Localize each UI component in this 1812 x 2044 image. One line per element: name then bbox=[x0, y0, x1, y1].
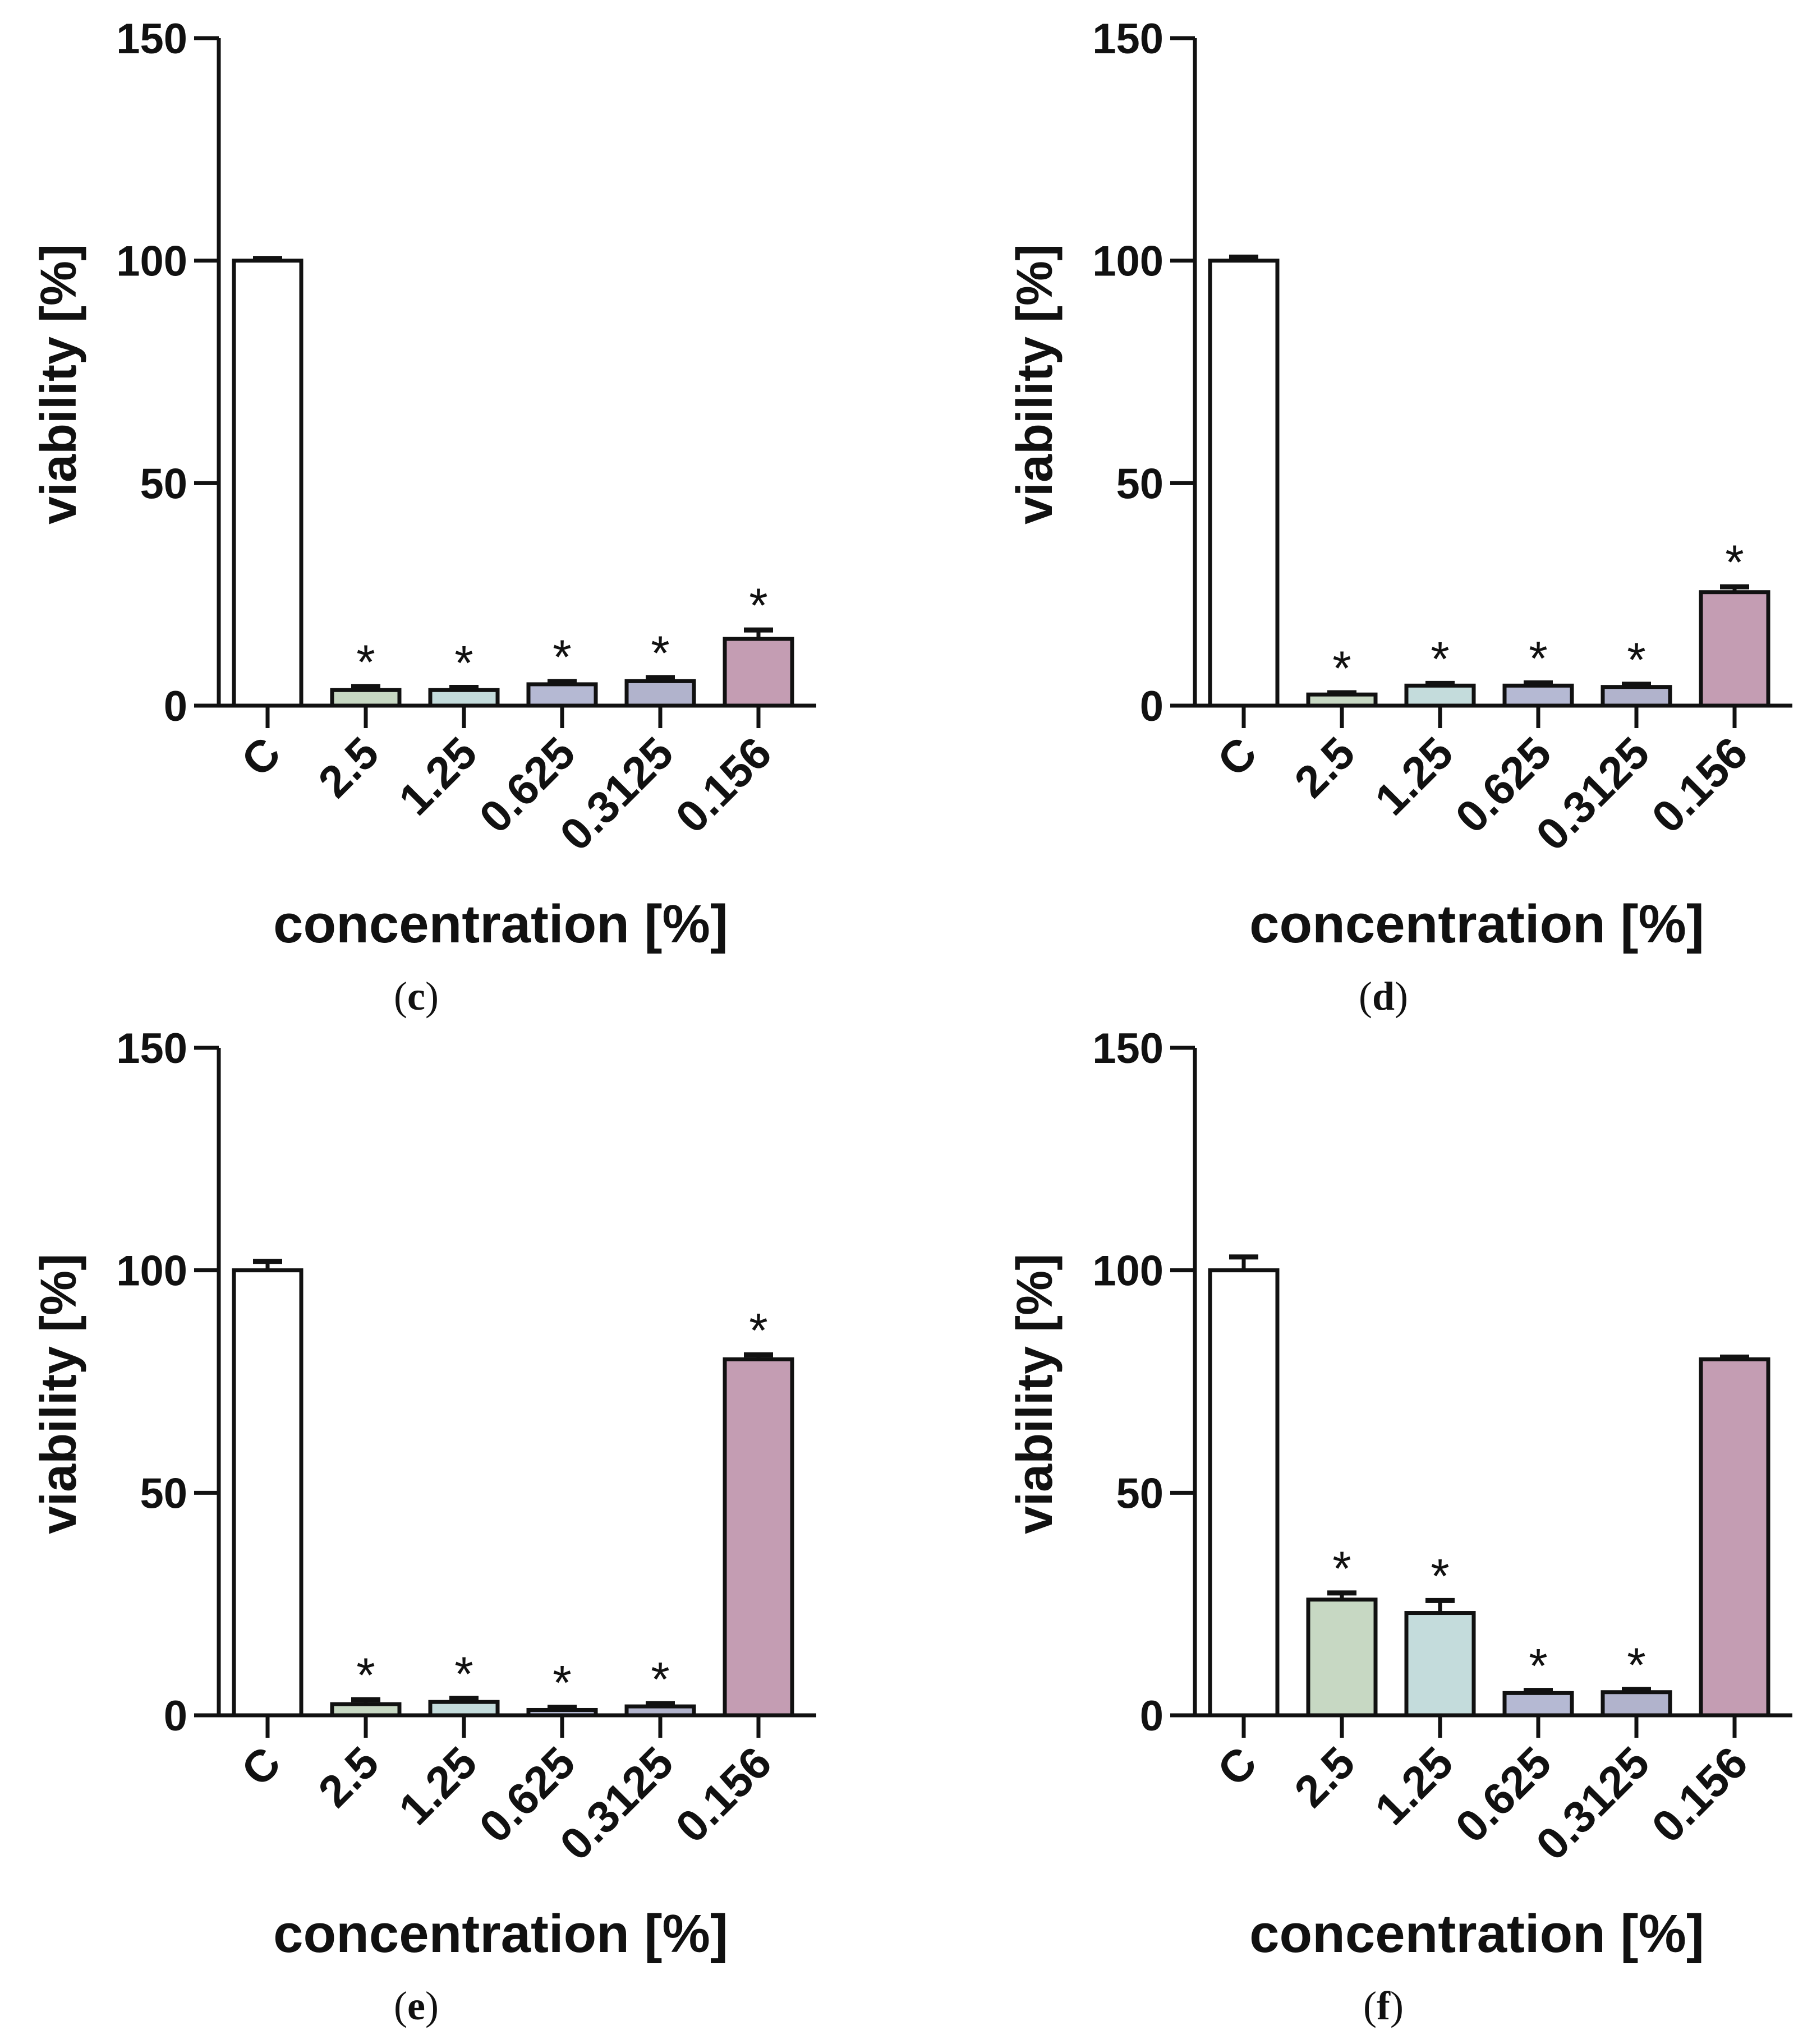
y-axis-title: viability [%] bbox=[31, 244, 87, 524]
y-tick-label: 150 bbox=[116, 1025, 187, 1072]
significance-star: * bbox=[1332, 1542, 1351, 1596]
x-tick-label: 2.5 bbox=[309, 728, 388, 807]
x-tick-label: 1.25 bbox=[1365, 728, 1463, 825]
significance-star: * bbox=[1332, 642, 1351, 696]
y-tick-label: 0 bbox=[1140, 683, 1163, 730]
y-tick-label: 0 bbox=[1140, 1692, 1163, 1740]
significance-star: * bbox=[1431, 632, 1449, 686]
significance-star: * bbox=[1725, 536, 1744, 590]
chart-panel-e: 0 50 100 150 viability [%] C * 2.5 * 1.25 * 0.625 * 0… bbox=[0, 1010, 976, 2031]
significance-star: * bbox=[454, 1647, 473, 1701]
x-tick-label: 2.5 bbox=[309, 1737, 388, 1817]
significance-star: * bbox=[1529, 1640, 1547, 1693]
x-tick-label: 0.156 bbox=[1643, 1737, 1757, 1852]
x-tick-label: 0.3125 bbox=[550, 1737, 683, 1870]
x-axis-title: concentration [%] bbox=[1249, 894, 1704, 954]
significance-star: * bbox=[651, 1652, 669, 1706]
x-tick-label: 0.156 bbox=[1643, 728, 1757, 842]
panel-label-c: (c) bbox=[394, 974, 439, 1019]
chart-panel-c: 0 50 100 150 viability [%] C * 2.5 * 1.25 * 0.625 * 0… bbox=[0, 0, 976, 1021]
y-tick-label: 50 bbox=[140, 460, 187, 508]
bar-0.156 bbox=[1699, 1357, 1770, 1718]
bar-0.156 bbox=[1699, 590, 1770, 708]
x-axis-title: concentration [%] bbox=[273, 894, 728, 954]
x-tick-label: C bbox=[1208, 1737, 1266, 1796]
x-tick-label: 0.156 bbox=[666, 728, 781, 842]
significance-star: * bbox=[749, 579, 767, 633]
bar-0.625 bbox=[1502, 1691, 1574, 1718]
y-axis-title: viability [%] bbox=[1007, 244, 1063, 524]
x-axis-title: concentration [%] bbox=[1249, 1904, 1704, 1964]
x-tick-label: 1.25 bbox=[1365, 1737, 1463, 1834]
bar-C bbox=[232, 259, 303, 708]
x-tick-label: C bbox=[1208, 728, 1266, 786]
significance-star: * bbox=[1431, 1549, 1449, 1603]
bar-2.5 bbox=[330, 688, 402, 708]
significance-star: * bbox=[749, 1304, 767, 1357]
y-axis-title: viability [%] bbox=[1007, 1254, 1063, 1534]
y-tick-label: 100 bbox=[1092, 1247, 1163, 1295]
significance-star: * bbox=[651, 627, 669, 680]
chart-panel-f: 0 50 100 150 viability [%] C * 2.5 * 1.25 * 0.625 * 0… bbox=[976, 1010, 1812, 2031]
bar-0.3125 bbox=[624, 679, 696, 708]
panel-label-f: (f) bbox=[1363, 1983, 1404, 2028]
significance-star: * bbox=[1529, 632, 1547, 686]
bar-2.5 bbox=[1306, 1598, 1378, 1718]
y-tick-label: 0 bbox=[164, 683, 187, 730]
significance-star: * bbox=[356, 1649, 375, 1702]
significance-star: * bbox=[1627, 633, 1645, 687]
bar-0.625 bbox=[526, 682, 598, 708]
y-tick-label: 100 bbox=[1092, 238, 1163, 286]
x-tick-label: 2.5 bbox=[1285, 728, 1364, 807]
y-tick-label: 150 bbox=[1092, 15, 1163, 63]
significance-star: * bbox=[454, 636, 473, 690]
chart-panel-d: 0 50 100 150 viability [%] C * 2.5 * 1.25 * 0.625 * 0… bbox=[976, 0, 1812, 1021]
x-tick-label: 0.3125 bbox=[1526, 728, 1659, 860]
x-tick-label: 0.156 bbox=[666, 1737, 781, 1852]
y-tick-label: 50 bbox=[1116, 1470, 1163, 1517]
bar-1.25 bbox=[428, 1700, 500, 1718]
y-tick-label: 150 bbox=[1092, 1025, 1163, 1072]
significance-star: * bbox=[553, 630, 571, 684]
y-tick-label: 100 bbox=[116, 238, 187, 286]
x-tick-label: C bbox=[232, 728, 290, 786]
x-tick-label: 1.25 bbox=[389, 1737, 486, 1834]
bar-0.3125 bbox=[1601, 1690, 1672, 1718]
bar-0.156 bbox=[723, 637, 794, 708]
significance-star: * bbox=[1627, 1638, 1645, 1692]
x-axis-title: concentration [%] bbox=[273, 1904, 728, 1964]
y-tick-label: 100 bbox=[116, 1247, 187, 1295]
bar-C bbox=[232, 1268, 303, 1718]
bar-1.25 bbox=[1404, 1611, 1476, 1718]
bar-0.156 bbox=[723, 1357, 794, 1718]
bar-C bbox=[1208, 259, 1280, 708]
x-tick-label: 1.25 bbox=[389, 728, 486, 825]
x-tick-label: C bbox=[232, 1737, 290, 1796]
bar-1.25 bbox=[428, 688, 500, 708]
significance-star: * bbox=[553, 1656, 571, 1710]
panel-label-e: (e) bbox=[394, 1983, 439, 2028]
x-tick-label: 0.3125 bbox=[1526, 1737, 1659, 1870]
y-tick-label: 50 bbox=[140, 1470, 187, 1517]
panel-label-d: (d) bbox=[1358, 974, 1408, 1019]
x-tick-label: 0.3125 bbox=[550, 728, 683, 860]
y-axis-title: viability [%] bbox=[31, 1254, 87, 1534]
x-tick-label: 2.5 bbox=[1285, 1737, 1364, 1817]
significance-star: * bbox=[356, 636, 375, 689]
bar-0.625 bbox=[1502, 683, 1574, 708]
y-tick-label: 0 bbox=[164, 1692, 187, 1740]
bar-1.25 bbox=[1404, 683, 1476, 708]
bar-0.3125 bbox=[1601, 685, 1672, 708]
bar-C bbox=[1208, 1268, 1280, 1718]
y-tick-label: 50 bbox=[1116, 460, 1163, 508]
y-tick-label: 150 bbox=[116, 15, 187, 63]
